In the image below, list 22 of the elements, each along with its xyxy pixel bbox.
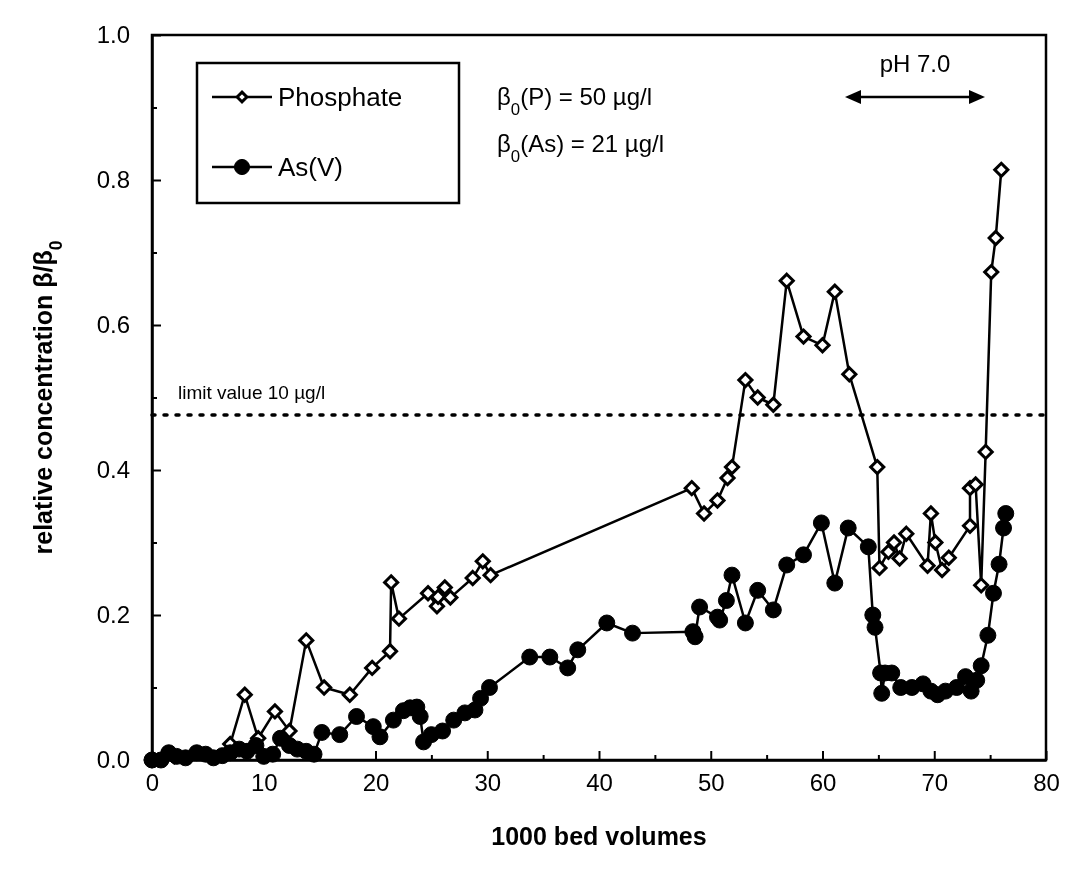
y-tick-label: 0.8: [96, 166, 130, 194]
x-tick-label: 80: [1033, 769, 1060, 797]
ref-line-label: limit value 10 µg/l: [178, 381, 326, 403]
x-tick-label: 60: [809, 769, 837, 797]
annotation: pH 7.0: [879, 50, 951, 77]
x-tick-label: 0: [145, 769, 160, 797]
x-axis-title: 1000 bed volumes: [491, 822, 707, 850]
x-tick-label: 10: [250, 769, 278, 797]
y-tick-label: 0.6: [96, 311, 130, 339]
annotation: β$_{0}$(P) = 50 µg/l: [497, 83, 653, 119]
y-tick-label: 0.0: [96, 746, 130, 774]
y-tick-label: 0.4: [96, 456, 130, 484]
annotation: β$_{0}$(As) = 21 µg/l: [497, 130, 665, 166]
x-tick-label: 20: [362, 769, 390, 797]
y-tick-label: 0.2: [96, 601, 130, 629]
x-tick-label: 70: [921, 769, 949, 797]
x-tick-label: 30: [474, 769, 502, 797]
legend-label: Phosphate: [278, 82, 403, 112]
x-tick-label: 40: [586, 769, 613, 797]
y-tick-label: 1.0: [96, 21, 130, 49]
legend-label: As(V): [278, 152, 343, 182]
x-tick-label: 50: [697, 769, 725, 797]
